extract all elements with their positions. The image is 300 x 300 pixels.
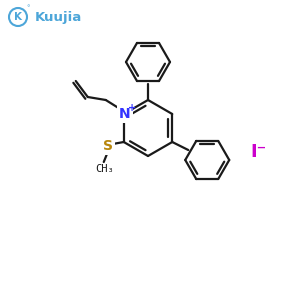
Text: K: K xyxy=(14,12,22,22)
Text: I⁻: I⁻ xyxy=(250,143,266,161)
Text: CH₃: CH₃ xyxy=(95,164,114,174)
Text: N: N xyxy=(119,107,130,121)
Text: Kuujia: Kuujia xyxy=(35,11,82,23)
Text: S: S xyxy=(103,139,113,153)
Text: °: ° xyxy=(26,5,30,11)
Text: +: + xyxy=(128,103,136,113)
